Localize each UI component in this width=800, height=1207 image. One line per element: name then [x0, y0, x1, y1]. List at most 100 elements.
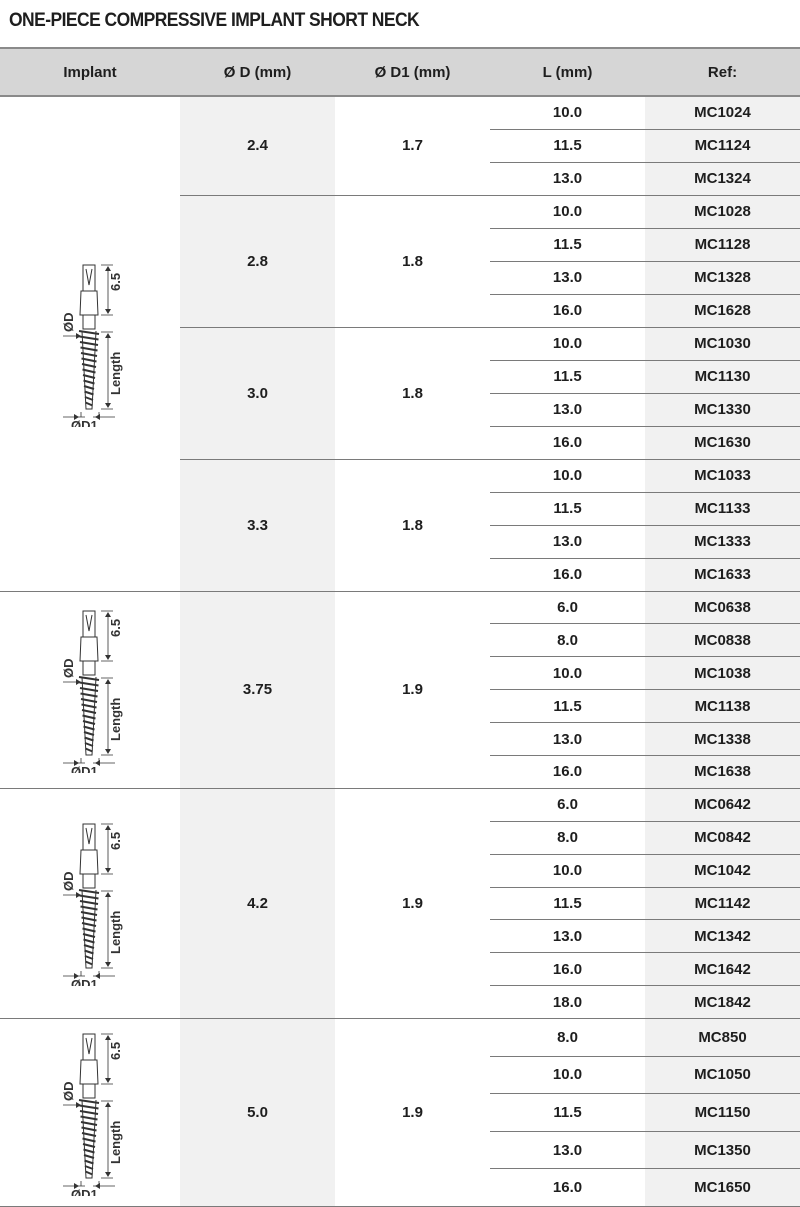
- diameter-d1-cell: 1.9: [335, 1018, 490, 1207]
- diagram-label-length: Length: [108, 351, 123, 394]
- diagram-label-d1: ØD1: [71, 1187, 98, 1196]
- length-cell: 16.0: [490, 426, 645, 460]
- implant-image-cell: 6.5 ØD Length ØD1: [0, 96, 180, 592]
- ref-cell: MC1638: [645, 755, 800, 789]
- ref-cell: MC0838: [645, 623, 800, 658]
- length-cell: 6.0: [490, 788, 645, 822]
- length-cell: 13.0: [490, 919, 645, 954]
- ref-cell: MC1124: [645, 129, 800, 163]
- table-row: 6.5 ØD Length ØD1 2.4 1.7 10.0 MC1024: [0, 96, 800, 592]
- diameter-d1-cell: 1.9: [335, 591, 490, 789]
- diagram-label-neck: 6.5: [108, 1041, 123, 1059]
- table-row: 13.0 MC1330: [0, 393, 800, 427]
- ref-cell: MC0638: [645, 591, 800, 625]
- length-cell: 8.0: [490, 623, 645, 658]
- table-row: 11.5 MC1130: [0, 360, 800, 394]
- diagram-label-d1: ØD1: [71, 764, 98, 773]
- length-cell: 11.5: [490, 689, 645, 724]
- implant-diagram-icon: 6.5 ØD Length ØD1: [61, 264, 123, 433]
- implant-diagram-icon: 6.5 ØD Length ØD1: [61, 823, 123, 992]
- ref-cell: MC1142: [645, 887, 800, 921]
- header-ref: Ref:: [645, 47, 800, 97]
- diagram-label-d: ØD: [61, 658, 76, 678]
- length-cell: 18.0: [490, 985, 645, 1020]
- diagram-label-neck: 6.5: [108, 832, 123, 850]
- table-row: 11.5 MC1138: [0, 689, 800, 724]
- header-row: Implant Ø D (mm) Ø D1 (mm) L (mm) Ref:: [0, 47, 800, 97]
- ref-cell: MC1338: [645, 722, 800, 756]
- ref-cell: MC1642: [645, 952, 800, 987]
- length-cell: 16.0: [490, 755, 645, 789]
- length-cell: 13.0: [490, 393, 645, 427]
- table-row: 3.3 1.8 10.0 MC1033: [0, 459, 800, 592]
- length-cell: 11.5: [490, 228, 645, 262]
- table-row: 16.0 MC1630: [0, 426, 800, 460]
- ref-cell: MC0642: [645, 788, 800, 822]
- diagram-label-neck: 6.5: [108, 619, 123, 637]
- ref-cell: MC1038: [645, 656, 800, 691]
- ref-cell: MC1342: [645, 919, 800, 954]
- diagram-label-neck: 6.5: [108, 273, 123, 291]
- length-cell: 16.0: [490, 558, 645, 592]
- length-cell: 10.0: [490, 327, 645, 361]
- length-cell: 13.0: [490, 525, 645, 559]
- ref-cell: MC1330: [645, 393, 800, 427]
- length-cell: 8.0: [490, 821, 645, 855]
- ref-cell: MC1633: [645, 558, 800, 592]
- ref-cell: MC1033: [645, 459, 800, 493]
- implant-diagram-icon: 6.5 ØD Length ØD1: [61, 1033, 123, 1202]
- table-row: 8.0 MC0838: [0, 623, 800, 658]
- length-cell: 10.0: [490, 459, 645, 493]
- length-cell: 13.0: [490, 1131, 645, 1170]
- length-cell: 10.0: [490, 195, 645, 229]
- table-row: 11.5 MC1128: [0, 228, 800, 262]
- length-cell: 10.0: [490, 1056, 645, 1095]
- implant-table: Implant Ø D (mm) Ø D1 (mm) L (mm) Ref: 6…: [0, 47, 800, 1207]
- table-row: 6.5 ØD Length ØD1 4.2 1.9 6.0 MC0642: [0, 788, 800, 1020]
- diameter-d-cell: 2.4: [180, 96, 335, 196]
- length-cell: 8.0: [490, 1018, 645, 1057]
- ref-cell: MC1628: [645, 294, 800, 328]
- length-cell: 11.5: [490, 1093, 645, 1132]
- diameter-d1-cell: 1.9: [335, 788, 490, 1020]
- diameter-d-cell: 4.2: [180, 788, 335, 1020]
- header-d1: Ø D1 (mm): [335, 47, 490, 97]
- ref-cell: MC1328: [645, 261, 800, 295]
- implant-diagram-icon: 6.5 ØD Length ØD1: [61, 610, 123, 779]
- table-row: 16.0 MC1642: [0, 952, 800, 987]
- table-row: 13.0 MC1338: [0, 722, 800, 756]
- diameter-d-cell: 3.3: [180, 459, 335, 592]
- ref-cell: MC1333: [645, 525, 800, 559]
- ref-cell: MC1138: [645, 689, 800, 724]
- length-cell: 10.0: [490, 656, 645, 691]
- table-row: 16.0 MC1650: [0, 1168, 800, 1207]
- table-row: 16.0 MC1628: [0, 294, 800, 328]
- length-cell: 11.5: [490, 492, 645, 526]
- diameter-d1-cell: 1.8: [335, 195, 490, 328]
- table-row: 2.8 1.8 10.0 MC1028: [0, 195, 800, 328]
- table-row: 8.0 MC0842: [0, 821, 800, 855]
- diagram-label-length: Length: [108, 697, 123, 740]
- diameter-d1-cell: 1.8: [335, 459, 490, 592]
- implant-image-cell: 6.5 ØD Length ØD1: [0, 1018, 180, 1207]
- diagram-label-d: ØD: [61, 1081, 76, 1101]
- ref-cell: MC1630: [645, 426, 800, 460]
- header-length: L (mm): [490, 47, 645, 97]
- table-row: 3.0 1.8 10.0 MC1030: [0, 327, 800, 460]
- diameter-d-cell: 2.8: [180, 195, 335, 328]
- ref-cell: MC1028: [645, 195, 800, 229]
- length-cell: 16.0: [490, 294, 645, 328]
- diameter-d1-cell: 1.8: [335, 327, 490, 460]
- table-row: 6.5 ØD Length ØD1 3.75 1.9 6.0 MC0638: [0, 591, 800, 789]
- table-row: 11.5 MC1124: [0, 129, 800, 163]
- diagram-label-d1: ØD1: [71, 977, 98, 986]
- table-row: 10.0 MC1038: [0, 656, 800, 691]
- diameter-d-cell: 3.75: [180, 591, 335, 789]
- ref-cell: MC1042: [645, 854, 800, 888]
- length-cell: 16.0: [490, 952, 645, 987]
- ref-cell: MC1650: [645, 1168, 800, 1207]
- ref-cell: MC1130: [645, 360, 800, 394]
- diagram-label-d1: ØD1: [71, 418, 98, 427]
- length-cell: 13.0: [490, 162, 645, 196]
- ref-cell: MC1350: [645, 1131, 800, 1170]
